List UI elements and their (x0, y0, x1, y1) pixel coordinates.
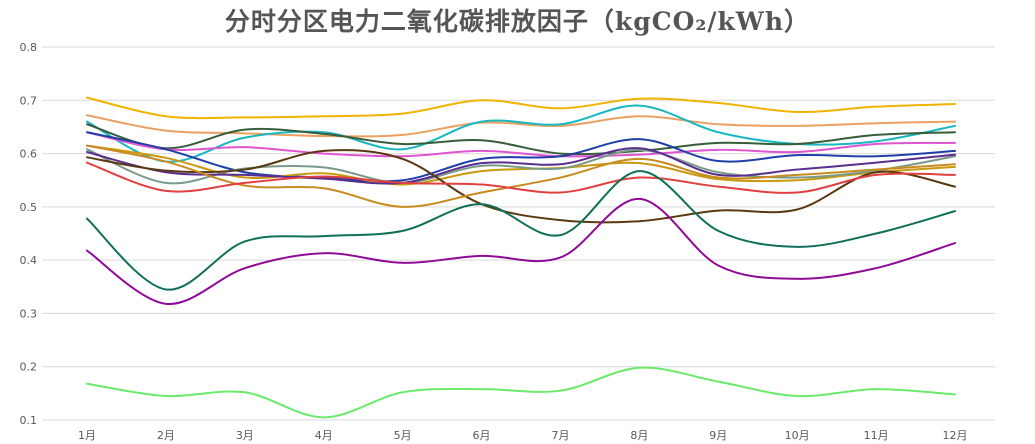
y-tick-label: 0.3 (20, 307, 38, 320)
y-tick-label: 0.4 (20, 254, 38, 267)
x-axis-ticks: 1月 2月 3月 4月 5月 6月 7月 8月 9月 10月 11月 12月 (78, 429, 968, 442)
x-tick-label: 4月 (315, 429, 333, 442)
y-tick-label: 0.7 (20, 94, 38, 107)
series-line-12 (86, 161, 956, 194)
y-tick-label: 0.8 (20, 41, 38, 54)
series-line-13 (86, 170, 956, 291)
series-line-1 (86, 96, 956, 120)
x-tick-label: 12月 (943, 429, 968, 442)
series-line-2 (86, 114, 956, 138)
x-tick-label: 10月 (785, 429, 810, 442)
series-line-7 (86, 144, 956, 186)
series-line-14 (86, 197, 956, 305)
x-tick-label: 11月 (864, 429, 889, 442)
series-line-15 (86, 366, 956, 419)
chart-title: 分时分区电力二氧化碳排放因子（kgCO₂/kWh） (224, 7, 811, 36)
series-line-10 (86, 149, 956, 224)
x-tick-label: 7月 (551, 429, 569, 442)
y-tick-label: 0.5 (20, 201, 38, 214)
series-line-5 (86, 131, 956, 158)
y-tick-label: 0.6 (20, 148, 38, 161)
x-tick-label: 6月 (473, 429, 491, 442)
series-lines (86, 96, 956, 419)
x-tick-label: 1月 (78, 429, 96, 442)
y-tick-label: 0.1 (20, 414, 38, 427)
y-tick-label: 0.2 (20, 361, 38, 374)
y-axis-ticks: 0.1 0.2 0.3 0.4 0.5 0.6 0.7 0.8 (20, 41, 38, 427)
x-tick-label: 9月 (709, 429, 727, 442)
x-tick-label: 2月 (157, 429, 175, 442)
x-tick-label: 8月 (630, 429, 648, 442)
x-tick-label: 5月 (394, 429, 412, 442)
series-line-9 (86, 147, 956, 185)
x-tick-label: 3月 (236, 429, 254, 442)
series-line-4 (86, 123, 956, 156)
